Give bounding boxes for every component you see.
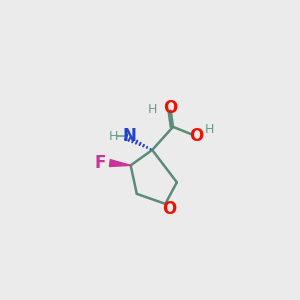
Text: H: H bbox=[108, 130, 118, 142]
Text: O: O bbox=[162, 200, 176, 218]
Text: N: N bbox=[122, 127, 136, 145]
Text: H: H bbox=[148, 103, 157, 116]
Text: H: H bbox=[205, 123, 214, 136]
Text: F: F bbox=[94, 154, 106, 172]
Text: O: O bbox=[164, 99, 178, 117]
Polygon shape bbox=[110, 160, 131, 167]
Text: O: O bbox=[189, 127, 203, 145]
